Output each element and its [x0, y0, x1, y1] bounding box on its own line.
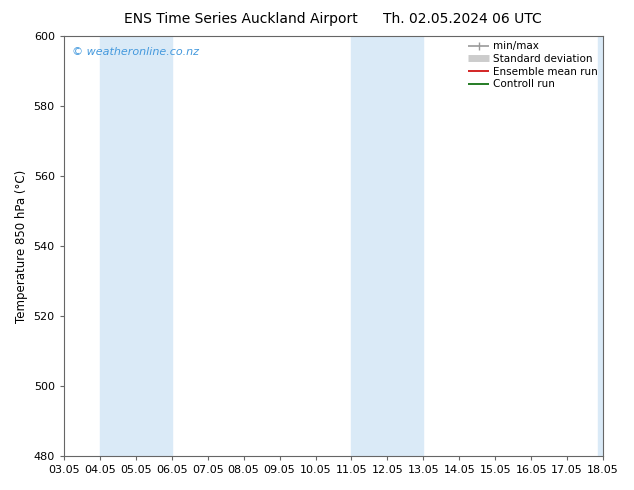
Y-axis label: Temperature 850 hPa (°C): Temperature 850 hPa (°C) — [15, 170, 28, 323]
Bar — [598, 36, 603, 456]
Text: © weatheronline.co.nz: © weatheronline.co.nz — [72, 47, 199, 57]
Text: ENS Time Series Auckland Airport: ENS Time Series Auckland Airport — [124, 12, 358, 26]
Bar — [100, 36, 172, 456]
Legend: min/max, Standard deviation, Ensemble mean run, Controll run: min/max, Standard deviation, Ensemble me… — [466, 39, 600, 91]
Text: Th. 02.05.2024 06 UTC: Th. 02.05.2024 06 UTC — [384, 12, 542, 26]
Bar — [351, 36, 424, 456]
